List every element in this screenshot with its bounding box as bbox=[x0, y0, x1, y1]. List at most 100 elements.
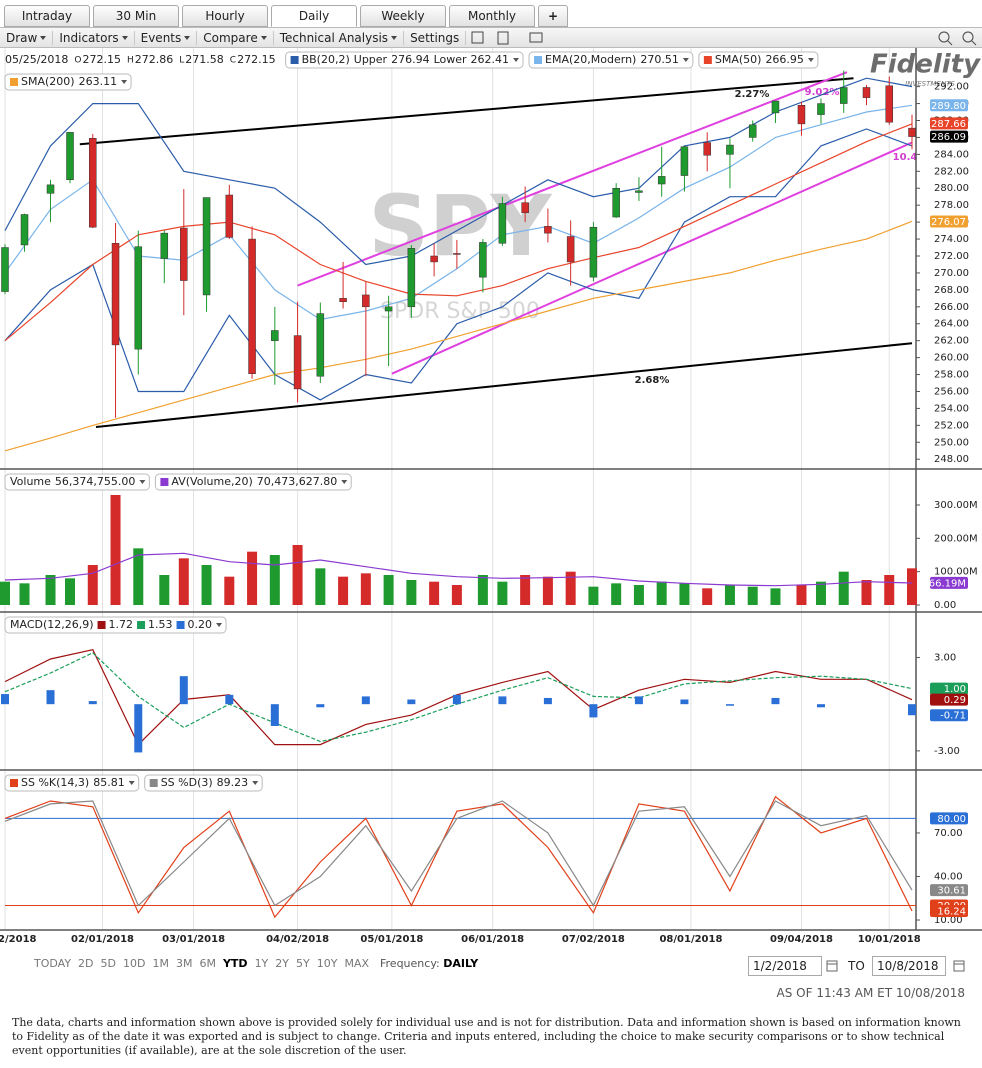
legend-item[interactable]: SS %K(14,3) 85.81 bbox=[4, 774, 140, 792]
price-badge-label: 286.09 bbox=[931, 132, 966, 143]
price-badge bbox=[930, 682, 968, 695]
range-sep: TO bbox=[848, 959, 865, 973]
quote-label: C bbox=[230, 56, 236, 66]
histogram-bar bbox=[543, 697, 552, 705]
candle-body bbox=[160, 232, 169, 259]
volume-bar bbox=[45, 575, 56, 605]
menu-label: Events bbox=[140, 30, 182, 45]
tab[interactable]: Intraday bbox=[4, 5, 90, 27]
dropdown-arrow bbox=[341, 480, 348, 484]
grid bbox=[4, 48, 890, 930]
legend-box bbox=[4, 616, 227, 634]
legend-swatch bbox=[703, 56, 712, 64]
candle-body bbox=[680, 146, 689, 176]
legend-swatch bbox=[97, 621, 106, 629]
legend-item[interactable]: SS %D(3) 89.23 bbox=[144, 774, 263, 792]
as-of: AS OF 11:43 AM ET 10/08/2018 bbox=[776, 986, 965, 1000]
frequency[interactable]: Frequency: DAILY bbox=[380, 957, 478, 970]
legend-item[interactable]: SMA(50) 266.95 bbox=[698, 51, 819, 69]
period[interactable]: 5D bbox=[100, 957, 116, 970]
legend-item[interactable]: SMA(200) 263.11 bbox=[4, 73, 132, 91]
period[interactable]: 1M bbox=[152, 957, 169, 970]
legend-item[interactable]: Volume 56,374,755.00 bbox=[4, 473, 150, 491]
tab[interactable]: Weekly bbox=[360, 5, 446, 27]
date-from[interactable]: 1/2/2018 bbox=[748, 956, 822, 976]
legend-text: MACD(12,26,9) bbox=[10, 618, 94, 631]
candle-body bbox=[20, 214, 29, 246]
period[interactable]: YTD bbox=[222, 957, 248, 970]
volume-bar bbox=[702, 588, 713, 605]
period[interactable]: 2Y bbox=[275, 957, 289, 970]
volume-bar bbox=[269, 555, 280, 605]
price-badge-label: 30.61 bbox=[937, 886, 966, 897]
legend-item[interactable]: AV(Volume,20) 70,473,627.80 bbox=[154, 473, 352, 491]
tab[interactable]: + bbox=[538, 5, 568, 27]
volume-bar bbox=[159, 575, 170, 605]
legend-box bbox=[4, 73, 132, 91]
legend-text: 0.20 bbox=[188, 618, 213, 631]
price-badge bbox=[930, 884, 968, 897]
period[interactable]: 5Y bbox=[296, 957, 310, 970]
legend-text: 89.23 bbox=[217, 776, 249, 789]
volume-bar bbox=[247, 551, 258, 605]
moving-average bbox=[4, 123, 913, 342]
candle-body bbox=[339, 298, 347, 302]
tab[interactable]: Daily bbox=[271, 5, 357, 27]
legend-item[interactable]: BB(20,2) Upper 276.94 Lower 262.41 bbox=[285, 51, 524, 69]
histogram-bar bbox=[225, 694, 234, 705]
menu[interactable]: Settings bbox=[404, 30, 467, 45]
volume-bar bbox=[796, 585, 807, 605]
candle-body bbox=[566, 236, 575, 263]
legend-text: AV(Volume,20) bbox=[171, 475, 252, 488]
y-tick-label: 300.00M bbox=[934, 500, 978, 511]
period[interactable]: 3M bbox=[175, 957, 193, 970]
histogram-bar bbox=[316, 704, 325, 708]
y-tick-label: 254.00 bbox=[934, 403, 969, 414]
candle-body bbox=[635, 190, 643, 193]
period[interactable]: 10D bbox=[122, 957, 146, 970]
period[interactable]: 6M bbox=[199, 957, 216, 970]
dropdown-arrow bbox=[121, 80, 128, 84]
y-tick-label: 270.00 bbox=[934, 268, 969, 279]
dropdown-arrow bbox=[513, 58, 520, 62]
candle-body bbox=[908, 127, 916, 137]
legend-item[interactable]: EMA(20,Modern) 270.51 bbox=[528, 51, 694, 69]
tab[interactable]: 30 Min bbox=[93, 5, 179, 27]
candle-body bbox=[771, 100, 780, 114]
volume-bar bbox=[406, 580, 417, 605]
quote-value: 272.15 bbox=[83, 53, 122, 66]
tab[interactable]: Hourly bbox=[182, 5, 268, 27]
calendar-icon[interactable] bbox=[953, 960, 965, 972]
legend-item[interactable]: MACD(12,26,9) 1.72 1.53 0.20 bbox=[4, 616, 227, 634]
quote-label: O bbox=[74, 56, 81, 66]
date-to[interactable]: 10/8/2018 bbox=[872, 956, 946, 976]
legend-box bbox=[4, 473, 150, 491]
volume-bar bbox=[884, 575, 895, 605]
histogram-bar bbox=[88, 701, 97, 705]
price-badge bbox=[930, 904, 968, 917]
quote-label: L bbox=[179, 56, 184, 66]
candle-body bbox=[134, 246, 143, 350]
menu[interactable]: Technical Analysis bbox=[274, 30, 405, 45]
candle-body bbox=[612, 187, 620, 218]
y-tick-label: 260.00 bbox=[934, 353, 969, 364]
tab[interactable]: Monthly bbox=[449, 5, 535, 27]
period[interactable]: 1Y bbox=[254, 957, 269, 970]
period[interactable]: TODAY bbox=[34, 957, 72, 970]
y-tick-label: 274.00 bbox=[934, 234, 969, 245]
quote-date: 05/25/2018 bbox=[5, 53, 68, 66]
toolbar-icons[interactable] bbox=[466, 30, 546, 46]
legend-box bbox=[154, 473, 352, 491]
period[interactable]: 10Y bbox=[316, 957, 338, 970]
price-badge bbox=[930, 117, 968, 130]
volume-average bbox=[4, 552, 913, 587]
annotation: 9.02% bbox=[805, 87, 840, 98]
volume-bar bbox=[429, 581, 440, 605]
period[interactable]: 2D bbox=[78, 957, 94, 970]
volume-bar bbox=[656, 581, 667, 605]
calendar-icon[interactable] bbox=[826, 960, 838, 972]
price-badge-label: 80.00 bbox=[937, 814, 966, 825]
zoom-icons[interactable] bbox=[932, 29, 982, 47]
volume-bar bbox=[19, 583, 30, 605]
period[interactable]: MAX bbox=[344, 957, 369, 970]
